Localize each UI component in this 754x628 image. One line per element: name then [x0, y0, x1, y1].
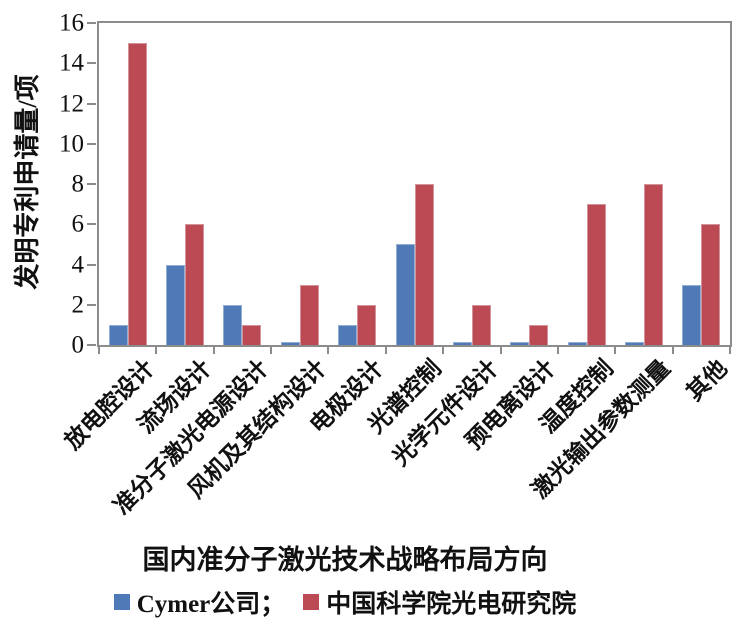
x-tick-mark — [671, 347, 674, 354]
y-tick-mark — [87, 223, 96, 226]
y-tick-mark — [87, 344, 96, 346]
y-tick-label: 2 — [71, 291, 85, 319]
y-tick-mark — [87, 102, 96, 105]
legend-color-swatch-icon — [303, 594, 320, 610]
x-tick-mark — [155, 347, 158, 354]
bar-cymer — [567, 342, 587, 345]
legend-item: Cymer公司； — [113, 584, 286, 620]
bar-cymer — [108, 324, 128, 345]
bar-cas — [643, 184, 663, 345]
bar-cas — [586, 204, 606, 345]
y-tick-label: 10 — [59, 130, 84, 158]
x-tick-mark — [98, 347, 100, 354]
x-tick-mark — [556, 347, 559, 354]
x-tick-mark — [729, 347, 731, 354]
x-tick-mark — [327, 347, 330, 354]
bar-cas — [529, 324, 549, 345]
y-tick-label: 16 — [59, 9, 84, 37]
bar-cymer — [452, 342, 472, 345]
x-tick-mark — [499, 347, 502, 354]
x-tick-mark — [212, 347, 215, 354]
y-tick-mark — [87, 183, 96, 185]
bar-cymer — [280, 342, 300, 345]
legend: Cymer公司； 中国科学院光电研究院 — [0, 584, 690, 620]
x-tick-mark — [442, 347, 445, 354]
bar-cymer — [223, 304, 243, 345]
bar-cymer — [682, 284, 702, 345]
legend-label: 中国科学院光电研究院 — [326, 591, 577, 618]
legend-item: 中国科学院光电研究院 — [303, 584, 576, 620]
y-tick-label: 8 — [71, 170, 85, 198]
bar-cymer — [395, 244, 415, 345]
y-tick-mark — [87, 263, 96, 266]
y-tick-label: 0 — [71, 331, 85, 359]
y-tick-label: 6 — [71, 210, 85, 238]
y-tick-mark — [87, 303, 96, 306]
bar-cas — [701, 224, 721, 345]
y-tick-mark — [87, 62, 96, 65]
x-tick-mark — [614, 347, 617, 354]
legend-color-swatch-icon — [113, 594, 130, 610]
bar-cas — [127, 43, 147, 345]
bar-cas — [357, 304, 377, 345]
bar-cas — [471, 304, 491, 345]
bar-cymer — [166, 264, 186, 345]
bar-cymer — [510, 342, 530, 345]
y-tick-mark — [87, 22, 96, 24]
category-label: 其他 — [682, 355, 733, 406]
y-tick-mark — [87, 142, 96, 145]
bar-cymer — [338, 324, 358, 345]
bar-cas — [242, 324, 262, 345]
bar-cas — [299, 284, 319, 345]
plot-area — [87, 21, 732, 354]
bar-cas — [414, 184, 434, 345]
legend-label: Cymer公司； — [136, 591, 286, 618]
bar-cymer — [624, 342, 644, 345]
y-tick-label: 4 — [71, 251, 85, 278]
x-axis-title: 国内准分子激光技术战略布局方向 — [142, 545, 548, 575]
bar-cas — [185, 224, 205, 345]
category-label: 放电腔设计 — [59, 355, 159, 455]
y-tick-label: 12 — [59, 90, 84, 117]
y-tick-label: 14 — [59, 49, 84, 77]
x-tick-mark — [270, 347, 273, 354]
x-tick-mark — [384, 347, 387, 354]
